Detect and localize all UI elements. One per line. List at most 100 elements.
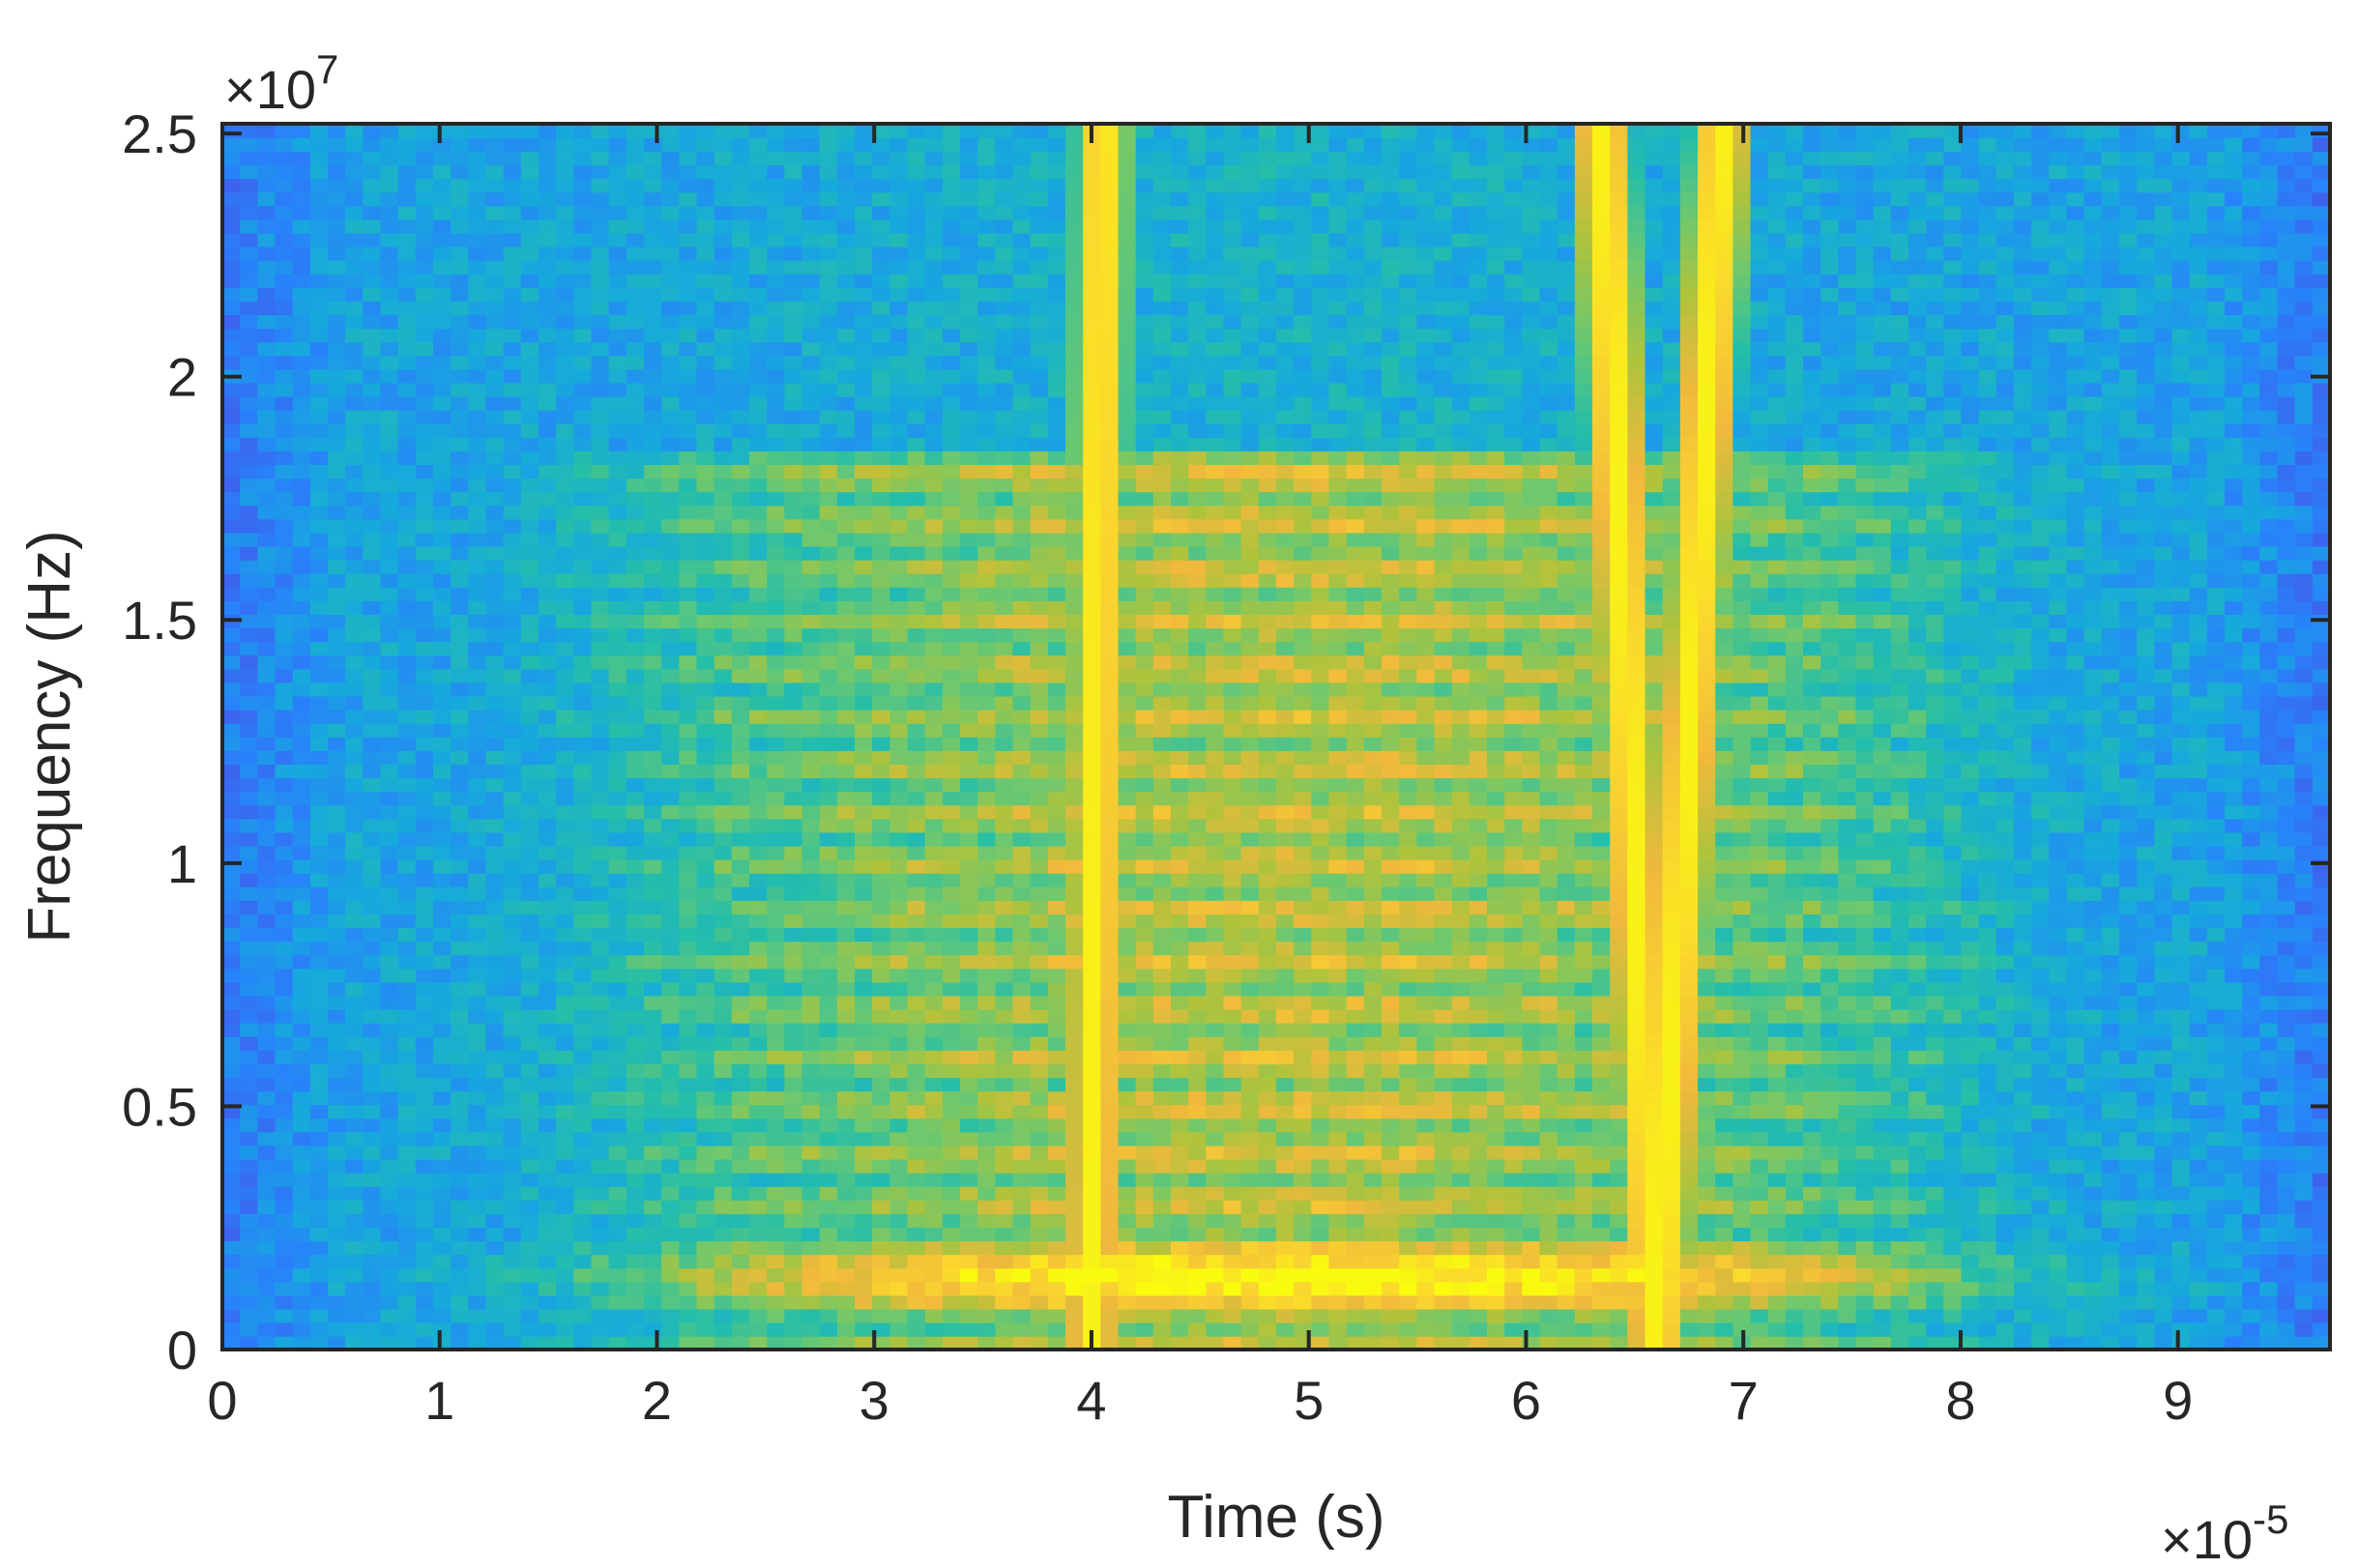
heatmap-cell bbox=[1890, 954, 1909, 970]
heatmap-cell bbox=[714, 1185, 733, 1201]
heatmap-cell bbox=[995, 1267, 1014, 1283]
heatmap-cell bbox=[240, 1022, 259, 1037]
heatmap-cell bbox=[1188, 1035, 1208, 1051]
heatmap-cell bbox=[380, 872, 399, 887]
heatmap-cell bbox=[1592, 1035, 1611, 1051]
heatmap-cell bbox=[1065, 1050, 1084, 1064]
heatmap-cell bbox=[415, 1308, 434, 1323]
heatmap-cell bbox=[503, 1254, 522, 1269]
heatmap-cell bbox=[1645, 1158, 1664, 1174]
heatmap-cell bbox=[2206, 954, 2226, 970]
heatmap-cell bbox=[1926, 941, 1945, 956]
heatmap-cell bbox=[1645, 1022, 1664, 1037]
heatmap-cell bbox=[1188, 981, 1208, 997]
heatmap-cell bbox=[1592, 858, 1611, 874]
heatmap-cell bbox=[2294, 818, 2314, 833]
heatmap-cell bbox=[872, 1267, 891, 1283]
heatmap-cell bbox=[397, 981, 417, 997]
heatmap-cell bbox=[556, 1022, 575, 1037]
heatmap-cell bbox=[275, 1022, 294, 1037]
heatmap-cell bbox=[2031, 1022, 2051, 1037]
heatmap-cell bbox=[889, 1104, 909, 1119]
heatmap-cell bbox=[1135, 1063, 1154, 1079]
heatmap-cell bbox=[1803, 845, 1821, 860]
heatmap-cell bbox=[2154, 1321, 2173, 1337]
heatmap-cell bbox=[1662, 1077, 1681, 1092]
heatmap-cell bbox=[309, 1008, 329, 1024]
heatmap-cell bbox=[2101, 1185, 2120, 1201]
heatmap-cell bbox=[1030, 1145, 1049, 1160]
heatmap-cell bbox=[1961, 872, 1980, 887]
heatmap-cell bbox=[2154, 914, 2173, 929]
heatmap-cell bbox=[1504, 1172, 1524, 1187]
heatmap-cell bbox=[363, 1035, 382, 1051]
heatmap-cell bbox=[1820, 981, 1840, 997]
heatmap-cell bbox=[924, 900, 944, 915]
heatmap-cell bbox=[784, 1200, 803, 1214]
heatmap-cell bbox=[240, 804, 259, 820]
heatmap-cell bbox=[1276, 1131, 1295, 1147]
heatmap-cell bbox=[1750, 1294, 1769, 1310]
heatmap-cell bbox=[1890, 1131, 1909, 1147]
heatmap-cell bbox=[1152, 1254, 1172, 1269]
heatmap-cell bbox=[1135, 981, 1154, 997]
heatmap-cell bbox=[363, 1240, 382, 1256]
heatmap-cell bbox=[960, 831, 978, 847]
heatmap-cell bbox=[2206, 818, 2226, 833]
heatmap-cell bbox=[1873, 1172, 1892, 1187]
heatmap-cell bbox=[415, 981, 434, 997]
heatmap-cell bbox=[1890, 981, 1909, 997]
heatmap-cell bbox=[1363, 1294, 1383, 1310]
heatmap-cell bbox=[1838, 1267, 1857, 1283]
heatmap-cell bbox=[714, 777, 733, 793]
heatmap-cell bbox=[1047, 1335, 1066, 1350]
heatmap-cell bbox=[1574, 831, 1593, 847]
heatmap-cell bbox=[2119, 927, 2138, 943]
heatmap-cell bbox=[363, 1335, 382, 1350]
heatmap-cell bbox=[749, 845, 768, 860]
heatmap-cell bbox=[1171, 1158, 1189, 1174]
heatmap-cell bbox=[731, 1022, 750, 1037]
heatmap-cell bbox=[1855, 1131, 1875, 1147]
heatmap-cell bbox=[1469, 995, 1488, 1010]
heatmap-cell bbox=[960, 1213, 978, 1228]
heatmap-cell bbox=[556, 1308, 575, 1323]
heatmap-cell bbox=[380, 1200, 399, 1214]
heatmap-cell bbox=[2066, 1077, 2085, 1092]
heatmap-cell bbox=[2049, 995, 2068, 1010]
heatmap-cell bbox=[1240, 831, 1260, 847]
heatmap-cell bbox=[960, 845, 978, 860]
heatmap-cell bbox=[1995, 1118, 2015, 1133]
heatmap-cell bbox=[2259, 1267, 2279, 1283]
heatmap-cell bbox=[2083, 1294, 2103, 1310]
heatmap-cell bbox=[1328, 1213, 1348, 1228]
heatmap-cell bbox=[1943, 1158, 1963, 1174]
heatmap-cell bbox=[1662, 858, 1681, 874]
heatmap-cell bbox=[836, 1200, 856, 1214]
heatmap-cell bbox=[415, 872, 434, 887]
heatmap-cell bbox=[240, 981, 259, 997]
heatmap-cell bbox=[1820, 1308, 1840, 1323]
heatmap-cell bbox=[1820, 1077, 1840, 1092]
heatmap-cell bbox=[1645, 914, 1664, 929]
heatmap-cell bbox=[1978, 886, 1997, 901]
heatmap-cell bbox=[1855, 818, 1875, 833]
heatmap-cell bbox=[1978, 1158, 1997, 1174]
heatmap-cell bbox=[1627, 1294, 1646, 1310]
heatmap-cell bbox=[1803, 1172, 1821, 1187]
heatmap-cell bbox=[1118, 1281, 1137, 1296]
heatmap-cell bbox=[960, 1185, 978, 1201]
heatmap-cell bbox=[240, 941, 259, 956]
heatmap-cell bbox=[1855, 1200, 1875, 1214]
heatmap-cell bbox=[907, 1254, 926, 1269]
heatmap-cell bbox=[1890, 845, 1909, 860]
heatmap-cell bbox=[1258, 1063, 1277, 1079]
heatmap-cell bbox=[819, 845, 838, 860]
heatmap-cell bbox=[1522, 1308, 1541, 1323]
heatmap-cell bbox=[661, 804, 681, 820]
heatmap-cell bbox=[1855, 845, 1875, 860]
heatmap-cell bbox=[1557, 1200, 1576, 1214]
heatmap-cell bbox=[2189, 1172, 2208, 1187]
heatmap-cell bbox=[2049, 1267, 2068, 1283]
heatmap-cell bbox=[924, 1158, 944, 1174]
